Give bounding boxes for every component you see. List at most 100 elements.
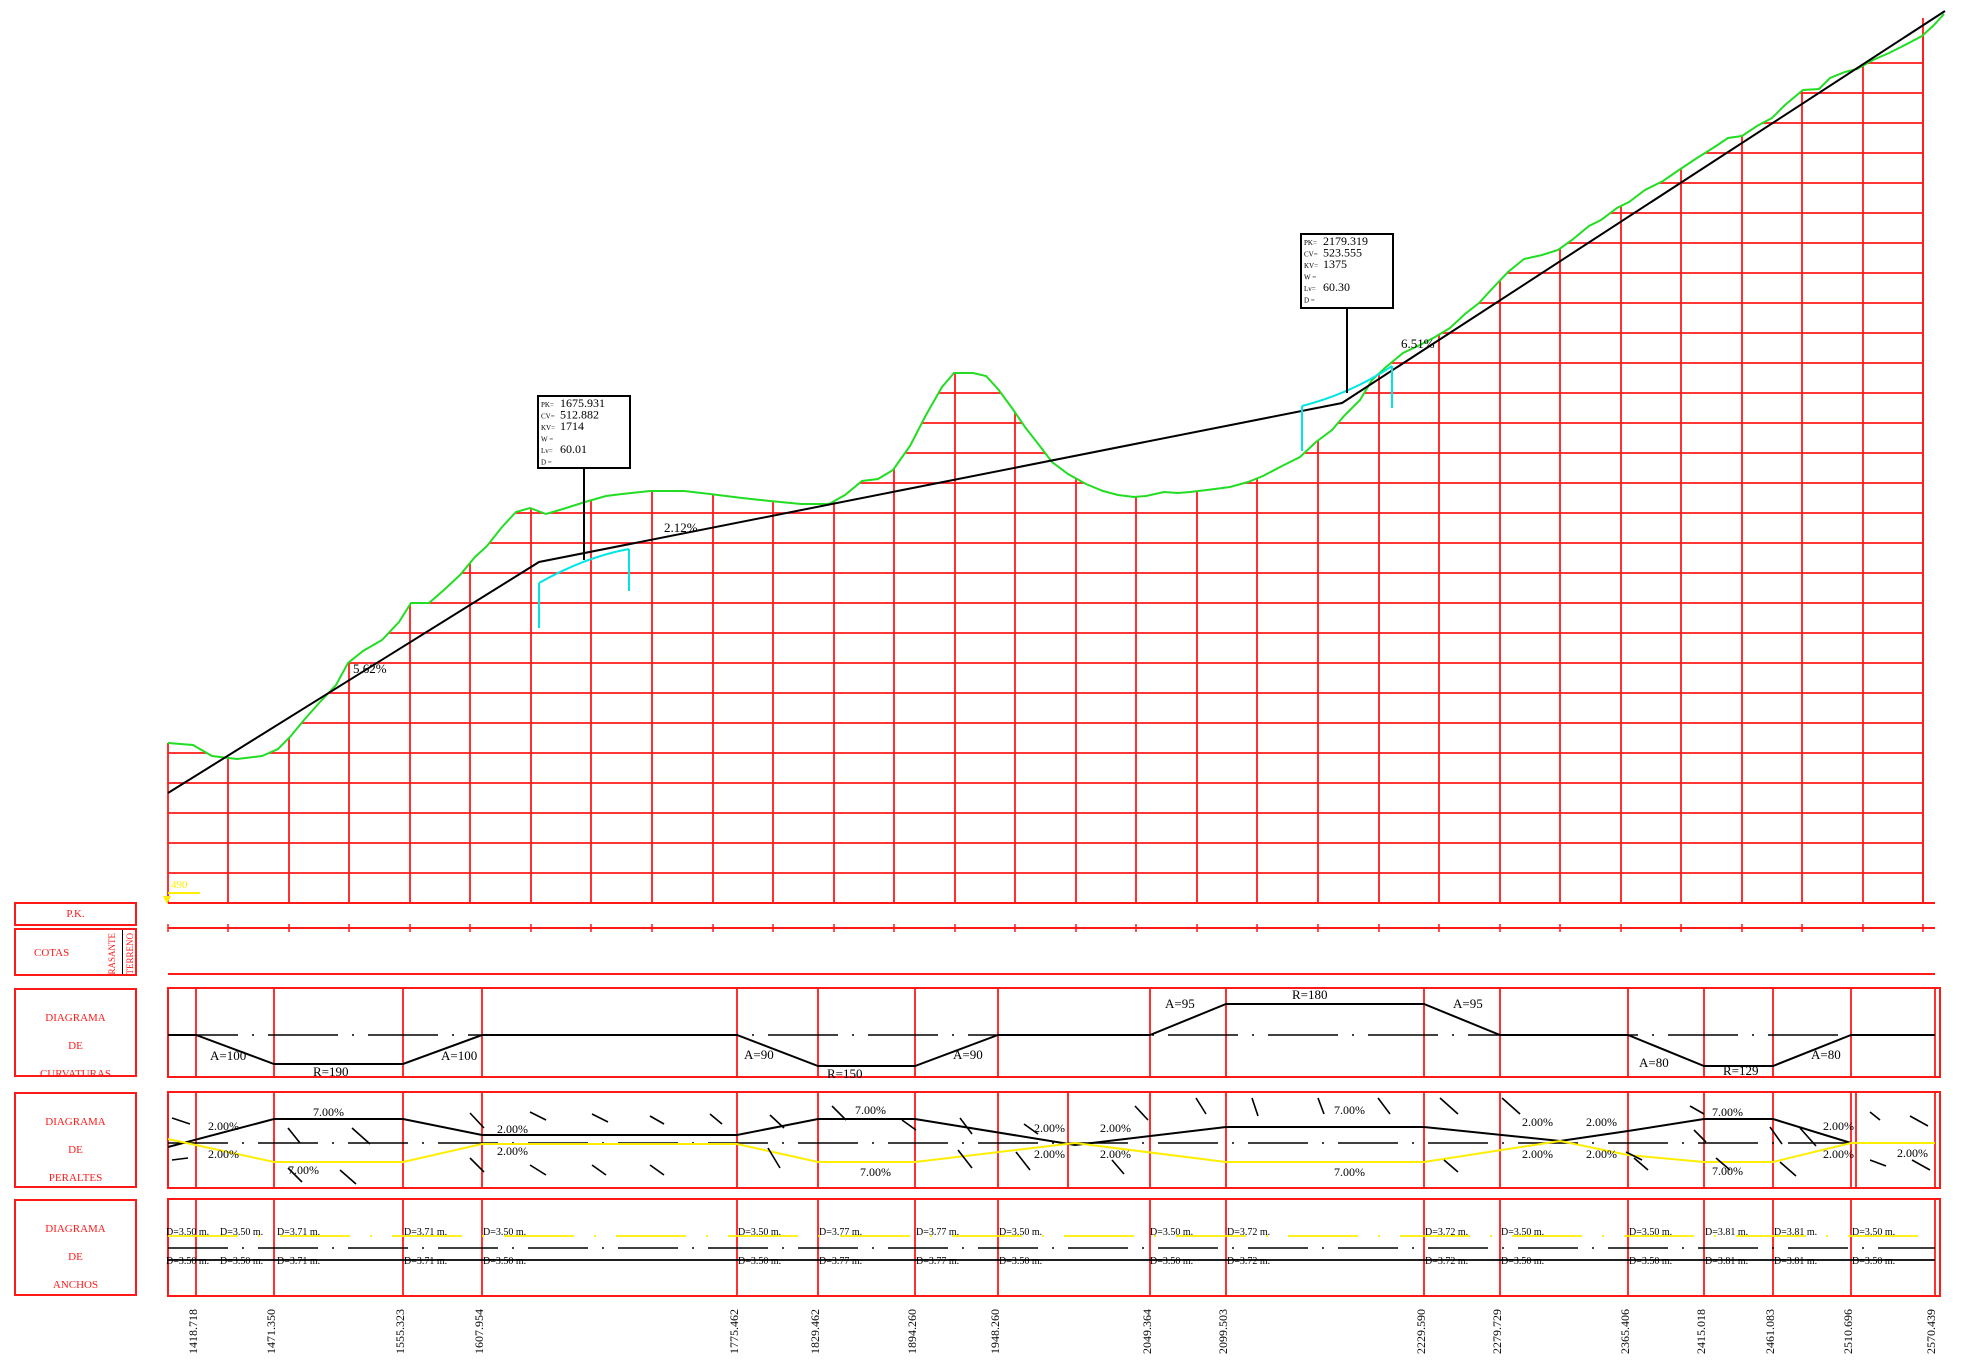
peralte-hatch xyxy=(649,1115,665,1125)
peralte-hatch xyxy=(1111,1159,1125,1175)
station-label: 2049.364 xyxy=(1140,1309,1154,1354)
vertical-curve-key: CV= xyxy=(1304,251,1318,259)
vertical-curve-box xyxy=(537,395,631,469)
width-top-label: D=3.50 m. xyxy=(166,1227,209,1238)
peralte-hatch xyxy=(529,1164,547,1176)
peralte-hatch xyxy=(1501,1097,1521,1115)
width-top-label: D=3.50 m. xyxy=(738,1227,781,1238)
width-top-label: D=3.72 m. xyxy=(1227,1227,1270,1238)
peralte-hatch xyxy=(1869,1159,1887,1167)
width-bottom-label: D=3.50 m. xyxy=(738,1256,781,1267)
peralte-hatch xyxy=(1134,1105,1149,1121)
width-bottom-label: D=3.81 m. xyxy=(1774,1256,1817,1267)
peralte-hatch xyxy=(469,1157,485,1173)
peralte-hatch xyxy=(469,1112,485,1129)
curvature-label: A=100 xyxy=(210,1048,246,1063)
vertical-curve-value: 2179.319 xyxy=(1323,234,1368,248)
peralte-label: 7.00% xyxy=(1712,1105,1743,1119)
peralte-hatch xyxy=(1869,1111,1881,1121)
grade-label: 2.12% xyxy=(664,520,698,535)
vertical-curve-arc xyxy=(538,548,630,584)
width-bottom-label: D=3.77 m. xyxy=(819,1256,862,1267)
peralte-label: 7.00% xyxy=(1712,1164,1743,1178)
peralte-hatch xyxy=(1317,1097,1325,1115)
vertical-curves: PK= 1675.931 CV= 512.882 KV= 1714 W = Lv= 60.01 D… xyxy=(537,233,1394,628)
peralte-hatch xyxy=(709,1113,723,1125)
grade-label: 5.62% xyxy=(353,661,387,676)
peralte-hatch xyxy=(649,1164,665,1176)
peralte-hatch xyxy=(1251,1097,1259,1117)
width-bottom-label: D=3.71 m. xyxy=(277,1256,320,1267)
width-top-label: D=3.71 m. xyxy=(277,1227,320,1238)
width-bottom-label: D=3.71 m. xyxy=(404,1256,447,1267)
grade-label: 6.51% xyxy=(1401,336,1435,351)
station-label: 1418.718 xyxy=(186,1309,200,1354)
peralte-label: 2.00% xyxy=(1823,1147,1854,1161)
width-top-label: D=3.81 m. xyxy=(1705,1227,1748,1238)
peralte-hatch xyxy=(901,1119,917,1131)
vertical-curve-value: 1714 xyxy=(560,419,584,433)
terrain-polyline xyxy=(167,13,1945,761)
peralte-hatch xyxy=(957,1149,973,1169)
vertical-curve-key: D = xyxy=(1304,297,1315,305)
peralte-label: 2.00% xyxy=(1100,1147,1131,1161)
curvature-label: A=100 xyxy=(441,1048,477,1063)
vertical-curve-key: KV= xyxy=(1304,262,1318,270)
width-bottom-label: D=3.50 m. xyxy=(1150,1256,1193,1267)
peralte-label: 2.00% xyxy=(1100,1121,1131,1135)
peralte-label: 2.00% xyxy=(1034,1121,1065,1135)
peralte-label: 7.00% xyxy=(1334,1165,1365,1179)
width-top-label: D=3.71 m. xyxy=(404,1227,447,1238)
peraltes-label-1: DIAGRAMA xyxy=(45,1116,106,1128)
station-label: 2570.439 xyxy=(1924,1309,1938,1354)
width-bottom-label: D=3.50 m. xyxy=(999,1256,1042,1267)
cotas-label: COTAS xyxy=(34,947,70,959)
peralte-right-line xyxy=(167,1138,1935,1163)
width-bottom-label: D=3.50 m. xyxy=(1852,1256,1895,1267)
peralte-label: 7.00% xyxy=(288,1163,319,1177)
width-bottom-label: D=3.77 m. xyxy=(916,1256,959,1267)
peralte-label: 7.00% xyxy=(1334,1103,1365,1117)
peraltes-label-box: DIAGRAMA DE PERALTES xyxy=(14,1092,137,1188)
width-top-label: D=3.72 m. xyxy=(1425,1227,1468,1238)
anchos-label-1: DIAGRAMA xyxy=(45,1223,106,1235)
profile-grid xyxy=(163,18,1935,975)
peralte-label: 7.00% xyxy=(313,1105,344,1119)
peralte-hatch xyxy=(351,1127,371,1145)
vertical-curve-box xyxy=(1300,233,1394,309)
peralte-hatch xyxy=(171,1157,189,1161)
peraltes-label-2: DE xyxy=(68,1144,83,1156)
curvaturas-label-box: DIAGRAMA DE CURVATURAS xyxy=(14,988,137,1080)
station-label: 1829.462 xyxy=(808,1309,822,1354)
vertical-curve-key: D = xyxy=(541,459,552,467)
station-label: 2415.018 xyxy=(1694,1309,1708,1354)
datum-label: 490 xyxy=(171,879,188,891)
station-label: 1775.462 xyxy=(727,1309,741,1354)
peralte-hatch xyxy=(1195,1097,1207,1115)
peralte-hatch xyxy=(1377,1097,1391,1115)
peralte-hatch xyxy=(591,1113,609,1123)
diagram-bands xyxy=(167,987,1941,1297)
peraltes-band xyxy=(167,1091,1941,1189)
vertical-curve-key: PK= xyxy=(541,401,554,409)
vertical-curve-key: KV= xyxy=(541,424,555,432)
peralte-hatch xyxy=(287,1127,301,1144)
anchos-label-box: DIAGRAMA DE ANCHOS xyxy=(14,1199,137,1296)
peralte-hatch xyxy=(1779,1161,1797,1177)
peralte-label: 2.00% xyxy=(208,1147,239,1161)
vertical-curve-value: 60.30 xyxy=(1323,280,1350,294)
station-label: 2461.083 xyxy=(1763,1309,1777,1354)
peralte-label: 2.00% xyxy=(1522,1147,1553,1161)
station-label: 1555.323 xyxy=(393,1309,407,1354)
width-top-label: D=3.50 m. xyxy=(220,1227,263,1238)
curvature-label: A=80 xyxy=(1639,1055,1669,1070)
curvature-label: A=95 xyxy=(1165,996,1195,1011)
peralte-hatch xyxy=(1633,1157,1649,1171)
pk-label: P.K. xyxy=(66,908,85,920)
peralte-hatch xyxy=(529,1111,547,1121)
peralte-label: 2.00% xyxy=(497,1122,528,1136)
curvature-label: A=90 xyxy=(953,1047,983,1062)
width-top-label: D=3.50 m. xyxy=(1150,1227,1193,1238)
grade-polyline xyxy=(167,10,1946,794)
peralte-label: 2.00% xyxy=(1897,1146,1928,1160)
